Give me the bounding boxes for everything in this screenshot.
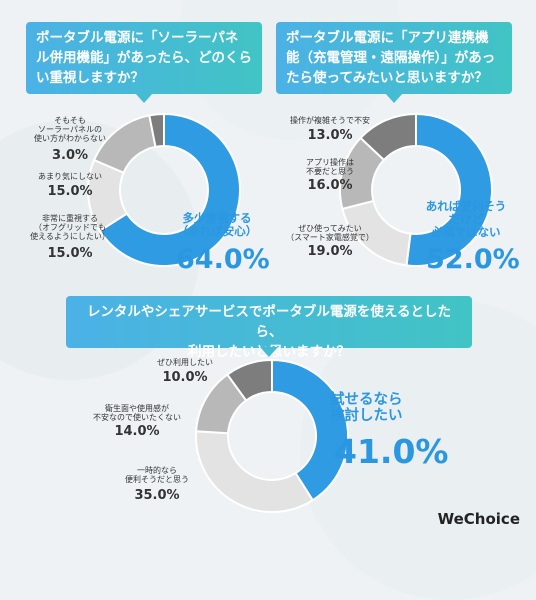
label-text: 非常に重視する xyxy=(42,214,98,223)
donut-slice-1 xyxy=(405,112,493,267)
donut-chart-app xyxy=(339,112,493,267)
panel1-title-line2: ル併用機能」があったら、どのくら xyxy=(36,50,252,66)
label-text: 検討したい xyxy=(330,408,403,424)
label-panel2-s4: あれば便利そう だけど 必須ではない xyxy=(420,200,512,239)
banner-pointer xyxy=(260,347,278,357)
label-text: 操作が複雑そうで不安 xyxy=(290,116,370,125)
value-panel3-s4: 41.0% xyxy=(334,432,449,471)
panel1-title: ポータブル電源に「ソーラーパネ ル併用機能」があったら、どのくら い重視しますか… xyxy=(26,22,262,103)
label-text: 使い方がわからない xyxy=(34,134,106,143)
value-panel1-s4: 64.0% xyxy=(176,244,270,275)
donut-slice-1 xyxy=(271,358,349,502)
label-text: だけど xyxy=(448,212,484,226)
label-panel1-s2: あまり気にしない xyxy=(22,172,118,181)
value-panel2-s2: 16.0% xyxy=(307,178,353,193)
label-text: 必須ではない xyxy=(431,225,501,239)
donut-slice-4 xyxy=(225,358,273,402)
label-panel3-s2: 衛生面や使用感が 不安なので使いたくない xyxy=(72,404,202,422)
label-text: 衛生面や使用感が xyxy=(105,404,169,413)
value-panel1-s3: 15.0% xyxy=(47,246,93,261)
label-text: ソーラーパネルの xyxy=(38,125,102,134)
label-text: あれば便利そう xyxy=(425,199,507,213)
label-panel1-s3: 非常に重視する （オフグリッドでも 使えるようにしたい） xyxy=(22,214,118,241)
value-panel2-s3: 19.0% xyxy=(307,244,353,259)
label-panel3-s1: ぜひ利用したい xyxy=(130,358,240,367)
label-text: （あれば安心） xyxy=(176,224,258,238)
donut-chart-rental xyxy=(195,358,349,513)
donut-slice-2 xyxy=(195,430,315,513)
donut-chart-solar xyxy=(87,112,241,267)
donut-slice-4 xyxy=(148,112,165,149)
label-text: 使えるようにしたい） xyxy=(30,232,110,241)
label-panel2-s1: 操作が複雑そうで不安 xyxy=(276,116,384,125)
panel2-title-line1: ポータブル電源に「アプリ連携機 xyxy=(286,30,489,46)
label-panel1-s1: そもそも ソーラーパネルの 使い方がわからない xyxy=(22,116,118,143)
panel2-title-line2: 能（充電管理・遠隔操作）」があっ xyxy=(286,50,496,66)
label-panel2-s2: アプリ操作は 不要だと思う xyxy=(276,158,384,176)
value-panel2-s4: 52.0% xyxy=(426,244,520,275)
label-text: （オフグリッドでも xyxy=(34,223,106,232)
label-text: 不要だと思う xyxy=(306,167,354,176)
label-text: アプリ操作は xyxy=(306,158,354,167)
label-text: （スマート家電感覚で） xyxy=(286,233,374,242)
banner-pointer xyxy=(135,93,153,103)
label-text: 試せるなら xyxy=(330,392,403,408)
value-panel3-s3: 35.0% xyxy=(134,488,180,503)
donut-slice-4 xyxy=(359,112,417,162)
label-panel3-s4: 試せるなら 検討したい xyxy=(330,392,426,424)
label-text: あまり気にしない xyxy=(38,172,102,181)
wechoice-logo: WeChoice xyxy=(437,510,520,528)
panel2-title: ポータブル電源に「アプリ連携機 能（充電管理・遠隔操作）」があっ たら使ってみた… xyxy=(276,22,512,103)
value-panel1-s1: 3.0% xyxy=(51,148,89,163)
label-text: ぜひ利用したい xyxy=(157,358,213,367)
donut-slice-1 xyxy=(98,112,241,267)
value-panel2-s1: 13.0% xyxy=(307,128,353,143)
label-text: そもそも xyxy=(54,116,86,125)
panel3-title: レンタルやシェアサービスでポータブル電源を使えるとしたら、 利用したいと思います… xyxy=(66,296,472,360)
label-text: ぜひ使ってみたい xyxy=(298,224,362,233)
panel3-title-line1: レンタルやシェアサービスでポータブル電源を使えるとしたら、 xyxy=(86,304,452,340)
label-text: 一時的なら xyxy=(137,466,177,475)
value-panel3-s2: 14.0% xyxy=(114,424,160,439)
panel1-title-line1: ポータブル電源に「ソーラーパネ xyxy=(36,30,239,46)
value-panel1-s2: 15.0% xyxy=(47,184,93,199)
panel1-title-line3: い重視しますか？ xyxy=(36,70,144,86)
label-panel1-s4: 多少重視する （あれば安心） xyxy=(174,212,260,238)
label-text: 多少重視する xyxy=(182,211,252,225)
panel2-title-line3: たら使ってみたいと思いますか？ xyxy=(286,70,488,86)
label-text: 不安なので使いたくない xyxy=(93,413,181,422)
label-panel3-s3: 一時的なら 便利そうだと思う xyxy=(102,466,212,484)
label-text: 便利そうだと思う xyxy=(125,475,189,484)
value-panel3-s1: 10.0% xyxy=(162,370,208,385)
banner-pointer xyxy=(385,93,403,103)
label-panel2-s3: ぜひ使ってみたい （スマート家電感覚で） xyxy=(276,224,384,242)
